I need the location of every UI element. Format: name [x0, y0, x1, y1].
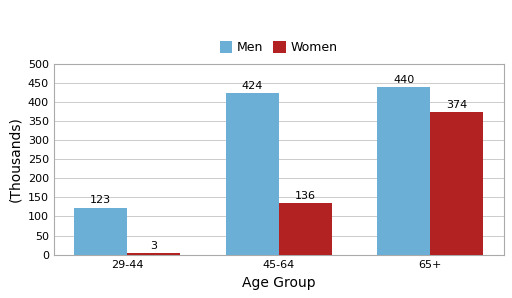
Text: 123: 123: [90, 195, 112, 205]
Text: 440: 440: [393, 75, 414, 85]
Text: 424: 424: [242, 81, 263, 91]
Text: 374: 374: [446, 100, 467, 110]
Y-axis label: (Thousands): (Thousands): [8, 117, 23, 202]
Bar: [377, 87, 430, 254]
X-axis label: Age Group: Age Group: [242, 276, 315, 290]
Bar: [430, 112, 483, 254]
Text: 3: 3: [151, 241, 157, 251]
Bar: [74, 208, 127, 254]
Text: 136: 136: [295, 190, 316, 201]
Bar: [127, 253, 180, 254]
Legend: Men, Women: Men, Women: [215, 36, 343, 59]
Bar: [226, 93, 279, 254]
Bar: [279, 203, 332, 254]
